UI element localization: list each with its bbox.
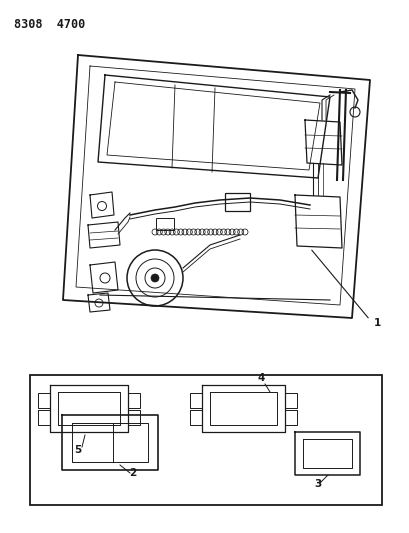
Bar xyxy=(30,375,381,505)
Text: 8308  4700: 8308 4700 xyxy=(14,18,85,31)
Text: 1: 1 xyxy=(373,318,380,328)
Text: 4: 4 xyxy=(257,373,264,383)
Text: 2: 2 xyxy=(129,468,136,478)
Text: 5: 5 xyxy=(74,445,81,455)
Text: 3: 3 xyxy=(314,479,321,489)
Circle shape xyxy=(151,274,159,282)
